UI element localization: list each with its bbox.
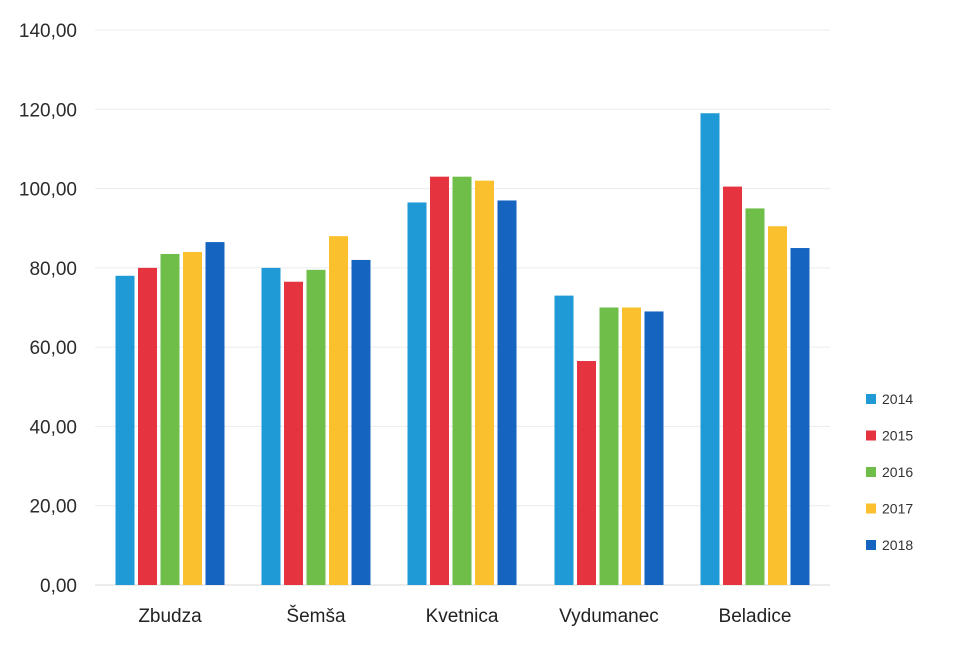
x-axis-ticks: Zbudza Šemša Kvetnica Vydumanec Beladice bbox=[138, 605, 791, 627]
bar bbox=[430, 176, 449, 585]
bar bbox=[497, 200, 517, 585]
bar bbox=[160, 253, 180, 585]
x-tick-label: Vydumanec bbox=[559, 606, 659, 627]
bar bbox=[790, 248, 810, 586]
y-tick-label: 60,00 bbox=[29, 338, 77, 359]
legend-label: 2017 bbox=[882, 501, 913, 517]
legend-label: 2016 bbox=[882, 464, 913, 480]
legend-label: 2018 bbox=[882, 537, 913, 553]
y-tick-label: 20,00 bbox=[29, 497, 77, 518]
bar bbox=[183, 252, 202, 585]
bar bbox=[745, 208, 765, 585]
legend-swatch bbox=[866, 394, 876, 404]
bar bbox=[700, 113, 720, 585]
bar bbox=[306, 269, 326, 585]
bar bbox=[138, 267, 157, 585]
bar bbox=[577, 361, 596, 585]
bar bbox=[554, 295, 574, 585]
bar bbox=[284, 281, 303, 585]
x-tick-label: Zbudza bbox=[138, 606, 202, 627]
bar bbox=[768, 226, 787, 585]
legend-swatch bbox=[866, 467, 876, 477]
bar bbox=[475, 180, 494, 585]
bars bbox=[115, 113, 810, 586]
bar bbox=[351, 259, 371, 585]
x-tick-label: Šemša bbox=[286, 605, 346, 627]
y-tick-label: 140,00 bbox=[19, 21, 77, 42]
y-tick-label: 0,00 bbox=[40, 576, 77, 597]
y-tick-label: 40,00 bbox=[29, 417, 77, 438]
x-tick-label: Kvetnica bbox=[426, 606, 499, 627]
legend-label: 2015 bbox=[882, 428, 913, 444]
y-axis-ticks: 0,00 20,00 40,00 60,00 80,00 100,00 120,00 140,… bbox=[19, 21, 77, 597]
bar bbox=[115, 275, 135, 585]
bar bbox=[329, 236, 348, 585]
bar bbox=[723, 186, 742, 585]
bar bbox=[205, 242, 225, 585]
bar bbox=[599, 307, 619, 585]
legend-swatch bbox=[866, 430, 876, 441]
y-tick-label: 120,00 bbox=[19, 100, 77, 121]
y-tick-label: 80,00 bbox=[29, 259, 77, 280]
legend-label: 2014 bbox=[882, 391, 913, 407]
bar bbox=[261, 267, 281, 585]
bar bbox=[644, 311, 664, 585]
legend: 2014 2015 2016 2017 2018 bbox=[866, 391, 913, 553]
legend-swatch bbox=[866, 540, 876, 550]
legend-swatch bbox=[866, 503, 876, 514]
bar bbox=[622, 307, 641, 585]
y-tick-label: 100,00 bbox=[19, 180, 77, 201]
bar bbox=[407, 202, 427, 586]
bar bbox=[452, 176, 472, 585]
x-tick-label: Beladice bbox=[719, 606, 792, 627]
